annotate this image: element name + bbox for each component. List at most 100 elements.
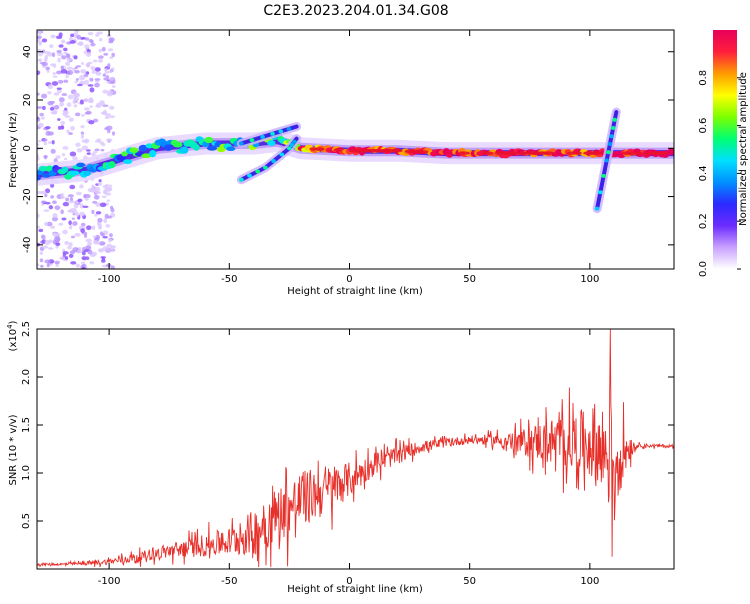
branch-blob (260, 134, 265, 139)
scatter-point (66, 70, 74, 76)
scatter-point (101, 111, 107, 115)
scatter-point (81, 250, 86, 256)
colorbar: 0.0 0.2 0.4 0.6 0.8 Normalized spectral ampl… (698, 30, 749, 277)
scatter-point (68, 220, 72, 226)
scatter-point (92, 200, 98, 204)
scatter-point (101, 233, 105, 237)
scatter-point (80, 131, 85, 135)
spectrogram-x-tick-label: -50 (221, 274, 237, 285)
scatter-point (69, 184, 76, 190)
ridge-blob (164, 144, 173, 151)
scatter-point (83, 79, 90, 85)
scatter-point (56, 87, 62, 90)
scatter-point (100, 148, 105, 152)
scatter-point (62, 229, 68, 235)
snr-x-tick-label: -100 (98, 576, 121, 587)
branch-blob (286, 126, 292, 131)
scatter-point (37, 263, 40, 267)
scatter-point (52, 232, 59, 238)
scatter-point (49, 44, 54, 49)
snr-y-tick-label: 2.0 (21, 369, 32, 385)
scatter-point (98, 179, 102, 183)
scatter-noise-region (37, 30, 117, 269)
scatter-point (57, 57, 61, 63)
scatter-point (52, 213, 58, 219)
scatter-point (90, 42, 96, 47)
spectrogram-y-axis-label: Frequency (Hz) (8, 112, 19, 188)
scatter-point (97, 182, 103, 186)
ridge-blob (149, 149, 157, 158)
scatter-point (38, 41, 43, 44)
scatter-point (58, 97, 65, 103)
scatter-point (39, 112, 45, 117)
scatter-point (50, 148, 56, 154)
snr-x-tick-label: 0 (346, 576, 352, 587)
scatter-point (91, 225, 96, 231)
scatter-point (64, 107, 68, 111)
scatter-point (50, 225, 55, 229)
scatter-point (94, 82, 100, 88)
snr-scale-suffix: ) (8, 320, 19, 324)
scatter-point (43, 57, 48, 63)
scatter-point (91, 184, 95, 190)
scatter-point (40, 116, 45, 120)
ridge-core-blob (481, 151, 494, 155)
ridge-core-blob (392, 148, 403, 153)
scatter-point (87, 249, 93, 255)
branch-blob (594, 206, 600, 211)
scatter-point (69, 151, 77, 157)
scatter-point (79, 99, 84, 105)
scatter-point (101, 142, 106, 147)
scatter-point (72, 67, 76, 71)
scatter-point (91, 69, 96, 74)
branch-blob (238, 177, 244, 182)
scatter-point (59, 101, 65, 107)
scatter-point (81, 256, 87, 261)
scatter-point (68, 36, 73, 41)
scatter-point (75, 78, 80, 81)
scatter-point (80, 36, 86, 40)
scatter-point (60, 68, 68, 74)
scatter-point (98, 48, 102, 53)
branch-blob (238, 141, 244, 146)
scatter-point (38, 51, 43, 57)
scatter-point (85, 63, 91, 68)
branch-blob (278, 129, 284, 134)
scatter-point (61, 153, 66, 157)
scatter-point (53, 92, 60, 96)
scatter-point (91, 152, 96, 157)
scatter-point (68, 224, 73, 230)
scatter-point (76, 249, 83, 254)
scatter-point (50, 34, 56, 39)
scatter-point (71, 217, 75, 220)
scatter-point (64, 114, 71, 118)
scatter-point (104, 213, 109, 219)
scatter-point (66, 129, 70, 134)
spectrogram-y-tick-label: 0 (22, 145, 33, 151)
snr-frame (36, 328, 675, 570)
scatter-point (37, 92, 40, 96)
scatter-point (101, 257, 106, 261)
scatter-point (94, 78, 101, 81)
scatter-point (68, 253, 74, 259)
ridge-core-blob (633, 151, 643, 155)
branch-blob (271, 159, 276, 164)
ridge-core-blob (588, 151, 603, 155)
spectrogram-y-ticks: -40 -20 0 20 40 (22, 45, 674, 253)
scatter-point (43, 155, 48, 160)
scatter-point (50, 63, 55, 67)
ridge-blob (123, 159, 133, 165)
scatter-point (63, 157, 68, 161)
branch-blob (289, 143, 295, 148)
scatter-point (47, 247, 54, 250)
scatter-point (109, 205, 114, 210)
scatter-point (75, 263, 80, 268)
scatter-point (81, 139, 88, 143)
scatter-point (42, 105, 46, 111)
scatter-point (52, 52, 56, 57)
scatter-point (92, 59, 98, 63)
scatter-point (68, 200, 75, 204)
snr-plot-area (37, 329, 674, 568)
ridge-blob (83, 170, 91, 177)
branch-blob (270, 131, 275, 136)
